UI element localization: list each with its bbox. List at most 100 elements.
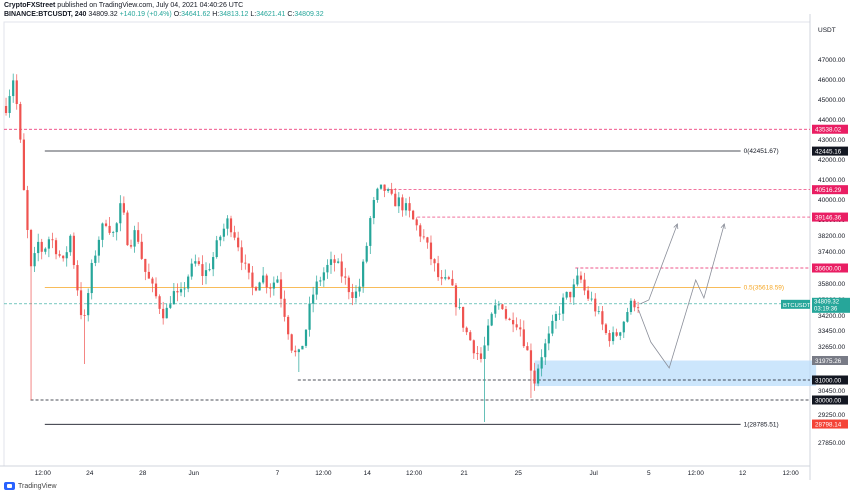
candle <box>397 192 400 213</box>
y-tick-label: 29250.00 <box>818 412 845 419</box>
candle-body <box>372 199 375 219</box>
candle-body <box>108 225 111 233</box>
candle <box>422 229 425 240</box>
candle <box>619 331 622 341</box>
price-tag-2 <box>812 185 848 195</box>
close-label: C: <box>287 11 295 18</box>
y-tick-label: 34200.00 <box>818 313 845 320</box>
candle <box>383 184 386 198</box>
time-axis[interactable]: 12:00 24 28 Jun 7 12:00 14 12:00 21 25 Jul 5 12:00 12… <box>35 470 799 477</box>
candle <box>615 328 618 337</box>
candle-body <box>362 261 365 287</box>
projection-path-1 <box>638 223 725 369</box>
current-price-countdown: 03:19:36 <box>814 306 838 312</box>
y-tick-label: 47000.00 <box>818 57 845 64</box>
candle-body <box>579 275 583 280</box>
candle <box>169 296 172 310</box>
candle <box>229 215 233 238</box>
candle-body <box>94 255 97 263</box>
candle-body <box>401 197 404 211</box>
candle-body <box>626 312 629 322</box>
high-label: H: <box>212 11 220 18</box>
candle-body <box>594 298 597 312</box>
candle-body <box>272 282 275 289</box>
price-tag-9 <box>812 419 848 429</box>
last-price: 34809.32 <box>88 11 118 18</box>
x-tick-label: 21 <box>461 470 469 477</box>
candle-body <box>604 324 608 334</box>
x-tick-label: 12 <box>739 470 747 477</box>
price-axis[interactable]: USDT 47000.00 46000.00 45000.00 44000.00 4300… <box>781 27 850 447</box>
candle-body <box>169 304 172 308</box>
x-tick-label: 12:00 <box>35 470 52 477</box>
price-tag-0 <box>812 124 848 134</box>
candles <box>4 73 640 422</box>
candle <box>537 364 540 387</box>
price-tag-label-1: 42445.16 <box>815 148 842 155</box>
candle-body <box>479 353 483 359</box>
price-tag-8 <box>812 395 848 405</box>
candle <box>58 250 61 258</box>
candle-body <box>8 96 11 113</box>
candle <box>147 263 150 279</box>
candle <box>247 263 250 280</box>
candle-body <box>601 311 604 325</box>
symbol-tag <box>781 299 810 309</box>
candle-body <box>229 218 233 233</box>
candle <box>176 283 179 302</box>
candle-body <box>419 225 422 237</box>
candle <box>583 272 586 296</box>
y-tick-label: 27850.00 <box>818 440 845 447</box>
candle <box>544 338 547 366</box>
candle-body <box>597 311 600 312</box>
published-text: published on TradingView.com, July 04, 2… <box>57 2 244 9</box>
candle-body <box>144 258 147 272</box>
y-tick-label: 37400.00 <box>818 249 845 256</box>
candle <box>365 242 368 264</box>
candle <box>433 258 436 272</box>
price-tag-label-8: 30000.00 <box>815 397 842 404</box>
candle-body <box>586 290 590 299</box>
candle <box>269 283 272 298</box>
candle-body <box>19 104 22 140</box>
candle <box>487 319 490 351</box>
candle <box>29 228 33 400</box>
candle-body <box>365 245 368 262</box>
candle-body <box>40 241 43 252</box>
candle <box>212 252 215 277</box>
close-value: 34809.32 <box>294 11 324 18</box>
candle-body <box>465 327 468 333</box>
candle <box>533 362 536 391</box>
candle-body <box>97 239 100 256</box>
y-tick-label: 32650.00 <box>818 344 845 351</box>
price-tag-label-2: 40516.29 <box>815 187 842 194</box>
candle <box>219 235 222 247</box>
candle <box>26 185 29 239</box>
candle <box>408 196 411 218</box>
candle-body <box>151 278 154 284</box>
candle-body <box>383 184 386 191</box>
open-label: O: <box>173 11 182 18</box>
candle <box>529 343 533 398</box>
candle <box>501 303 504 310</box>
candle <box>622 320 625 339</box>
candle-body <box>458 306 461 308</box>
candle-body <box>308 303 311 330</box>
candle-body <box>561 297 565 314</box>
candle-body <box>22 139 25 191</box>
candle-body <box>415 219 418 226</box>
candle <box>572 278 575 305</box>
candle-body <box>258 282 261 291</box>
candle-body <box>287 316 290 335</box>
candle-body <box>212 257 215 270</box>
candle <box>447 275 450 281</box>
candle <box>204 262 208 285</box>
candle-body <box>137 230 140 242</box>
candle <box>137 222 140 244</box>
candle-body <box>619 332 622 336</box>
candle-body <box>351 292 354 298</box>
candle <box>369 216 372 255</box>
candle <box>87 288 90 322</box>
candle <box>15 74 18 110</box>
